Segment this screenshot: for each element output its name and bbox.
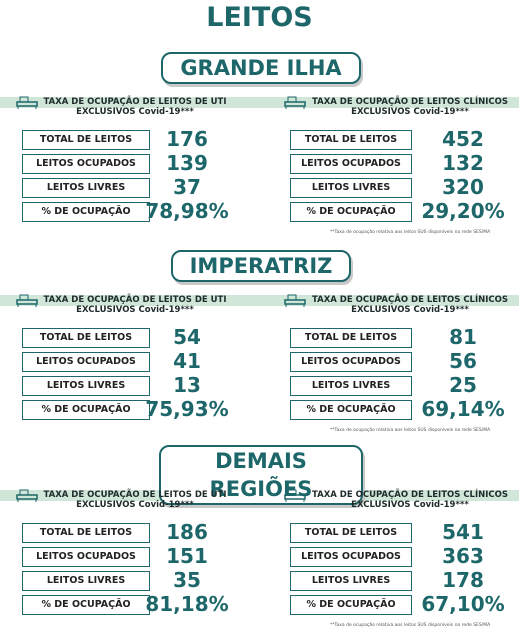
panel-heading: TAXA DE OCUPAÇÃO DE LEITOS DE UTI [43,295,227,305]
row-label: % DE OCUPAÇÃO [290,202,412,222]
row-label: TOTAL DE LEITOS [290,523,412,543]
row-value: 81,18% [145,592,229,616]
icon [284,96,306,109]
row-value: 139 [166,151,208,175]
row-label: LEITOS OCUPADOS [22,154,150,174]
row-label: TOTAL DE LEITOS [290,130,412,150]
row-value: 452 [442,127,484,151]
row-label: LEITOS OCUPADOS [22,352,150,372]
row-label: % DE OCUPAÇÃO [22,400,150,420]
row-value: 151 [166,544,208,568]
row-value: 37 [173,175,201,199]
row-value: 320 [442,175,484,199]
header-band [0,295,519,306]
row-value: 186 [166,520,208,544]
icon [284,294,306,307]
row-value: 81 [449,325,477,349]
row-value: 56 [449,349,477,373]
title: LEITOS [206,2,313,33]
row-label: % DE OCUPAÇÃO [22,202,150,222]
bed-icon [284,487,306,503]
header-band [0,97,519,108]
row-value: 132 [442,151,484,175]
row-value: 178 [442,568,484,592]
row-value: 35 [173,568,201,592]
panel-heading: TAXA DE OCUPAÇÃO DE LEITOS CLÍNICOS [311,490,508,500]
row-label: LEITOS LIVRES [290,571,412,591]
row-label: % DE OCUPAÇÃO [290,595,412,615]
row-value: 78,98% [145,199,229,223]
icon [16,489,38,502]
bed-icon [16,292,38,308]
section-name: DEMAIS REGIÕES [159,445,363,505]
section-name: GRANDE ILHA [161,52,361,84]
icon [16,96,38,109]
panel-heading: TAXA DE OCUPAÇÃO DE LEITOS DE UTI [43,490,227,500]
footnote: **Taxa de ocupação relativa aos leitos S… [330,623,491,628]
bed-icon [284,94,306,110]
panel-heading: EXCLUSIVOS Covid-19*** [76,305,194,315]
panel-heading: EXCLUSIVOS Covid-19*** [76,107,194,117]
row-label: TOTAL DE LEITOS [22,328,150,348]
row-label: LEITOS OCUPADOS [290,154,412,174]
row-value: 176 [166,127,208,151]
row-label: TOTAL DE LEITOS [22,130,150,150]
panel-heading: EXCLUSIVOS Covid-19*** [76,500,194,510]
row-label: LEITOS OCUPADOS [290,547,412,567]
row-value: 41 [173,349,201,373]
section-name: IMPERATRIZ [171,250,351,282]
row-value: 75,93% [145,397,229,421]
row-label: % DE OCUPAÇÃO [290,400,412,420]
row-label: LEITOS LIVRES [290,376,412,396]
panel-heading: EXCLUSIVOS Covid-19*** [351,107,469,117]
row-label: LEITOS LIVRES [22,178,150,198]
footnote: **Taxa de ocupação relativa aos leitos S… [330,428,491,433]
bed-icon [16,94,38,110]
row-label: LEITOS LIVRES [22,376,150,396]
row-value: 54 [173,325,201,349]
icon [284,489,306,502]
footnote: **Taxa de ocupação relativa aos leitos S… [330,230,491,235]
row-value: 69,14% [421,397,505,421]
row-label: LEITOS LIVRES [290,178,412,198]
icon [16,294,38,307]
row-label: LEITOS OCUPADOS [22,547,150,567]
bed-icon [16,487,38,503]
row-label: LEITOS LIVRES [22,571,150,591]
panel-heading: TAXA DE OCUPAÇÃO DE LEITOS CLÍNICOS [311,295,508,305]
panel-heading: TAXA DE OCUPAÇÃO DE LEITOS CLÍNICOS [311,97,508,107]
row-value: 25 [449,373,477,397]
row-label: TOTAL DE LEITOS [22,523,150,543]
bed-icon [284,292,306,308]
row-value: 541 [442,520,484,544]
row-value: 67,10% [421,592,505,616]
panel-heading: EXCLUSIVOS Covid-19*** [351,500,469,510]
row-value: 13 [173,373,201,397]
row-label: % DE OCUPAÇÃO [22,595,150,615]
row-label: LEITOS OCUPADOS [290,352,412,372]
row-value: 29,20% [421,199,505,223]
row-value: 363 [442,544,484,568]
row-label: TOTAL DE LEITOS [290,328,412,348]
panel-heading: TAXA DE OCUPAÇÃO DE LEITOS DE UTI [43,97,227,107]
panel-heading: EXCLUSIVOS Covid-19*** [351,305,469,315]
